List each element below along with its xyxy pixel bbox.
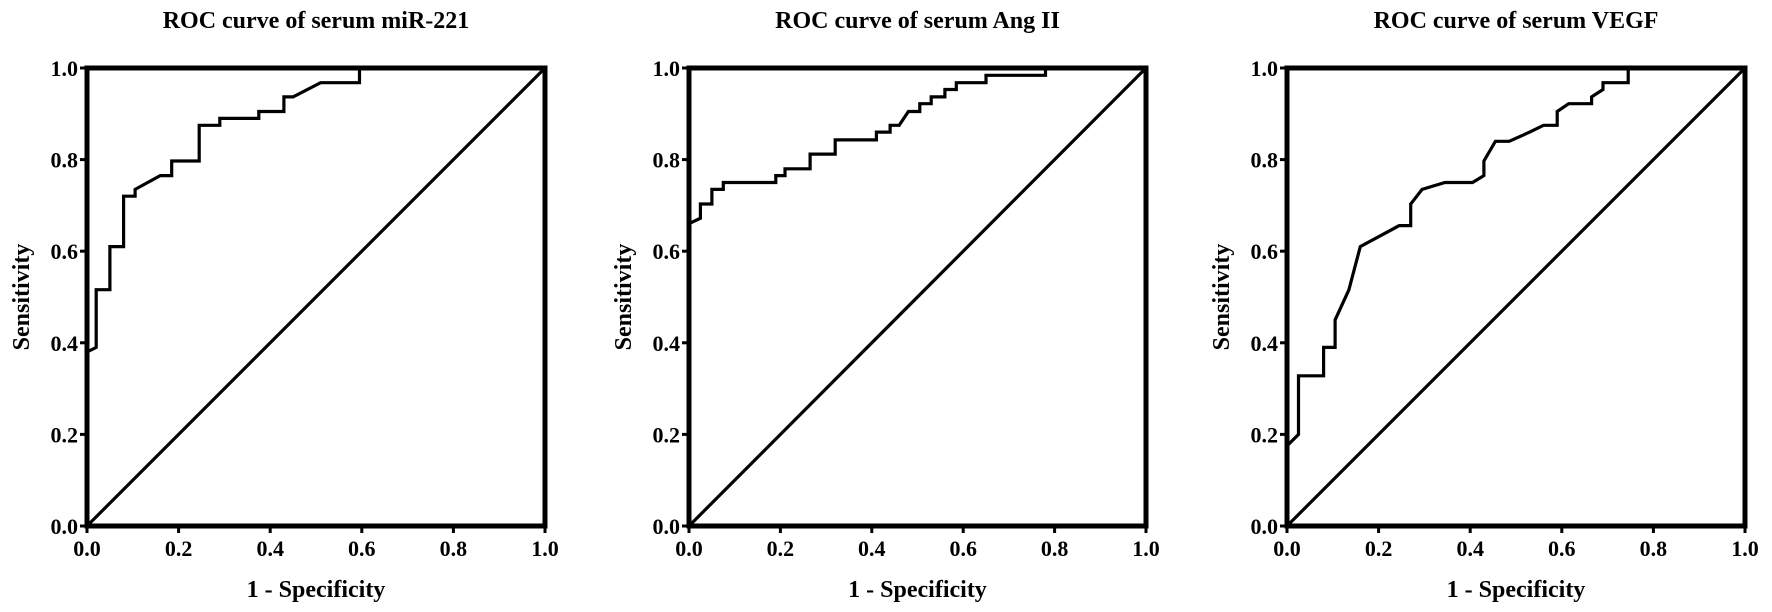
roc-panel-1: ROC curve of serum miR-221 Sensitivity 1 -…	[9, 8, 559, 603]
x-tick-label: 1.0	[1132, 536, 1160, 561]
y-tick-label: 0.0	[1251, 514, 1279, 539]
x-tick-label: 0.0	[675, 536, 703, 561]
x-tick-label: 0.4	[256, 536, 284, 561]
chart-title: ROC curve of serum Ang II	[775, 8, 1060, 34]
x-tick-label: 0.0	[73, 536, 101, 561]
y-tick-label: 1.0	[653, 56, 681, 81]
y-tick-label: 0.8	[51, 148, 79, 173]
x-tick-label: 0.4	[1456, 536, 1484, 561]
x-tick-label: 0.6	[949, 536, 977, 561]
y-tick-label: 0.2	[653, 422, 681, 447]
y-axis-label: Sensitivity	[1209, 244, 1235, 351]
y-tick-label: 0.0	[51, 514, 79, 539]
x-axis-label: 1 - Specificity	[247, 577, 386, 603]
x-axis-label: 1 - Specificity	[848, 577, 987, 603]
x-tick-label: 1.0	[531, 536, 559, 561]
plot-frame	[84, 65, 548, 529]
y-tick-label: 0.8	[1251, 148, 1279, 173]
reference-line	[687, 66, 1148, 528]
x-axis-label: 1 - Specificity	[1447, 577, 1586, 603]
y-axis-label: Sensitivity	[9, 244, 35, 351]
plot-frame	[686, 65, 1149, 529]
roc-panel-2: ROC curve of serum Ang II Sensitivity 1 - …	[611, 8, 1160, 603]
roc-curve	[86, 68, 362, 354]
y-tick-label: 0.2	[51, 422, 79, 447]
y-tick-label: 0.4	[653, 331, 681, 356]
x-tick-label: 0.2	[1365, 536, 1393, 561]
roc-panel-3: ROC curve of serum VEGF Sensitivity 1 - Sp…	[1209, 8, 1759, 603]
x-tick-label: 0.2	[165, 536, 193, 561]
y-tick-label: 1.0	[51, 56, 79, 81]
y-tick-label: 0.6	[1251, 239, 1279, 264]
x-tick-label: 0.0	[1273, 536, 1301, 561]
y-tick-label: 0.6	[51, 239, 79, 264]
roc-curve	[1285, 68, 1630, 448]
y-axis-label: Sensitivity	[611, 244, 637, 351]
x-tick-label: 0.2	[767, 536, 795, 561]
y-tick-label: 0.0	[653, 514, 681, 539]
y-tick-label: 0.4	[1251, 331, 1279, 356]
x-tick-label: 0.4	[858, 536, 886, 561]
chart-title: ROC curve of serum VEGF	[1374, 8, 1659, 34]
plot-frame	[1284, 65, 1748, 529]
x-tick-label: 0.8	[440, 536, 468, 561]
roc-curve	[688, 68, 1048, 226]
reference-line	[1285, 66, 1747, 528]
y-tick-label: 0.6	[653, 239, 681, 264]
y-tick-label: 0.8	[653, 148, 681, 173]
x-tick-label: 0.8	[1041, 536, 1069, 561]
chart-title: ROC curve of serum miR-221	[163, 8, 470, 34]
x-tick-label: 0.8	[1640, 536, 1668, 561]
y-tick-label: 0.4	[51, 331, 79, 356]
x-tick-label: 0.6	[348, 536, 376, 561]
x-tick-label: 0.6	[1548, 536, 1576, 561]
y-tick-label: 0.2	[1251, 422, 1279, 447]
y-tick-label: 1.0	[1251, 56, 1279, 81]
x-tick-label: 1.0	[1731, 536, 1759, 561]
reference-line	[85, 66, 547, 528]
